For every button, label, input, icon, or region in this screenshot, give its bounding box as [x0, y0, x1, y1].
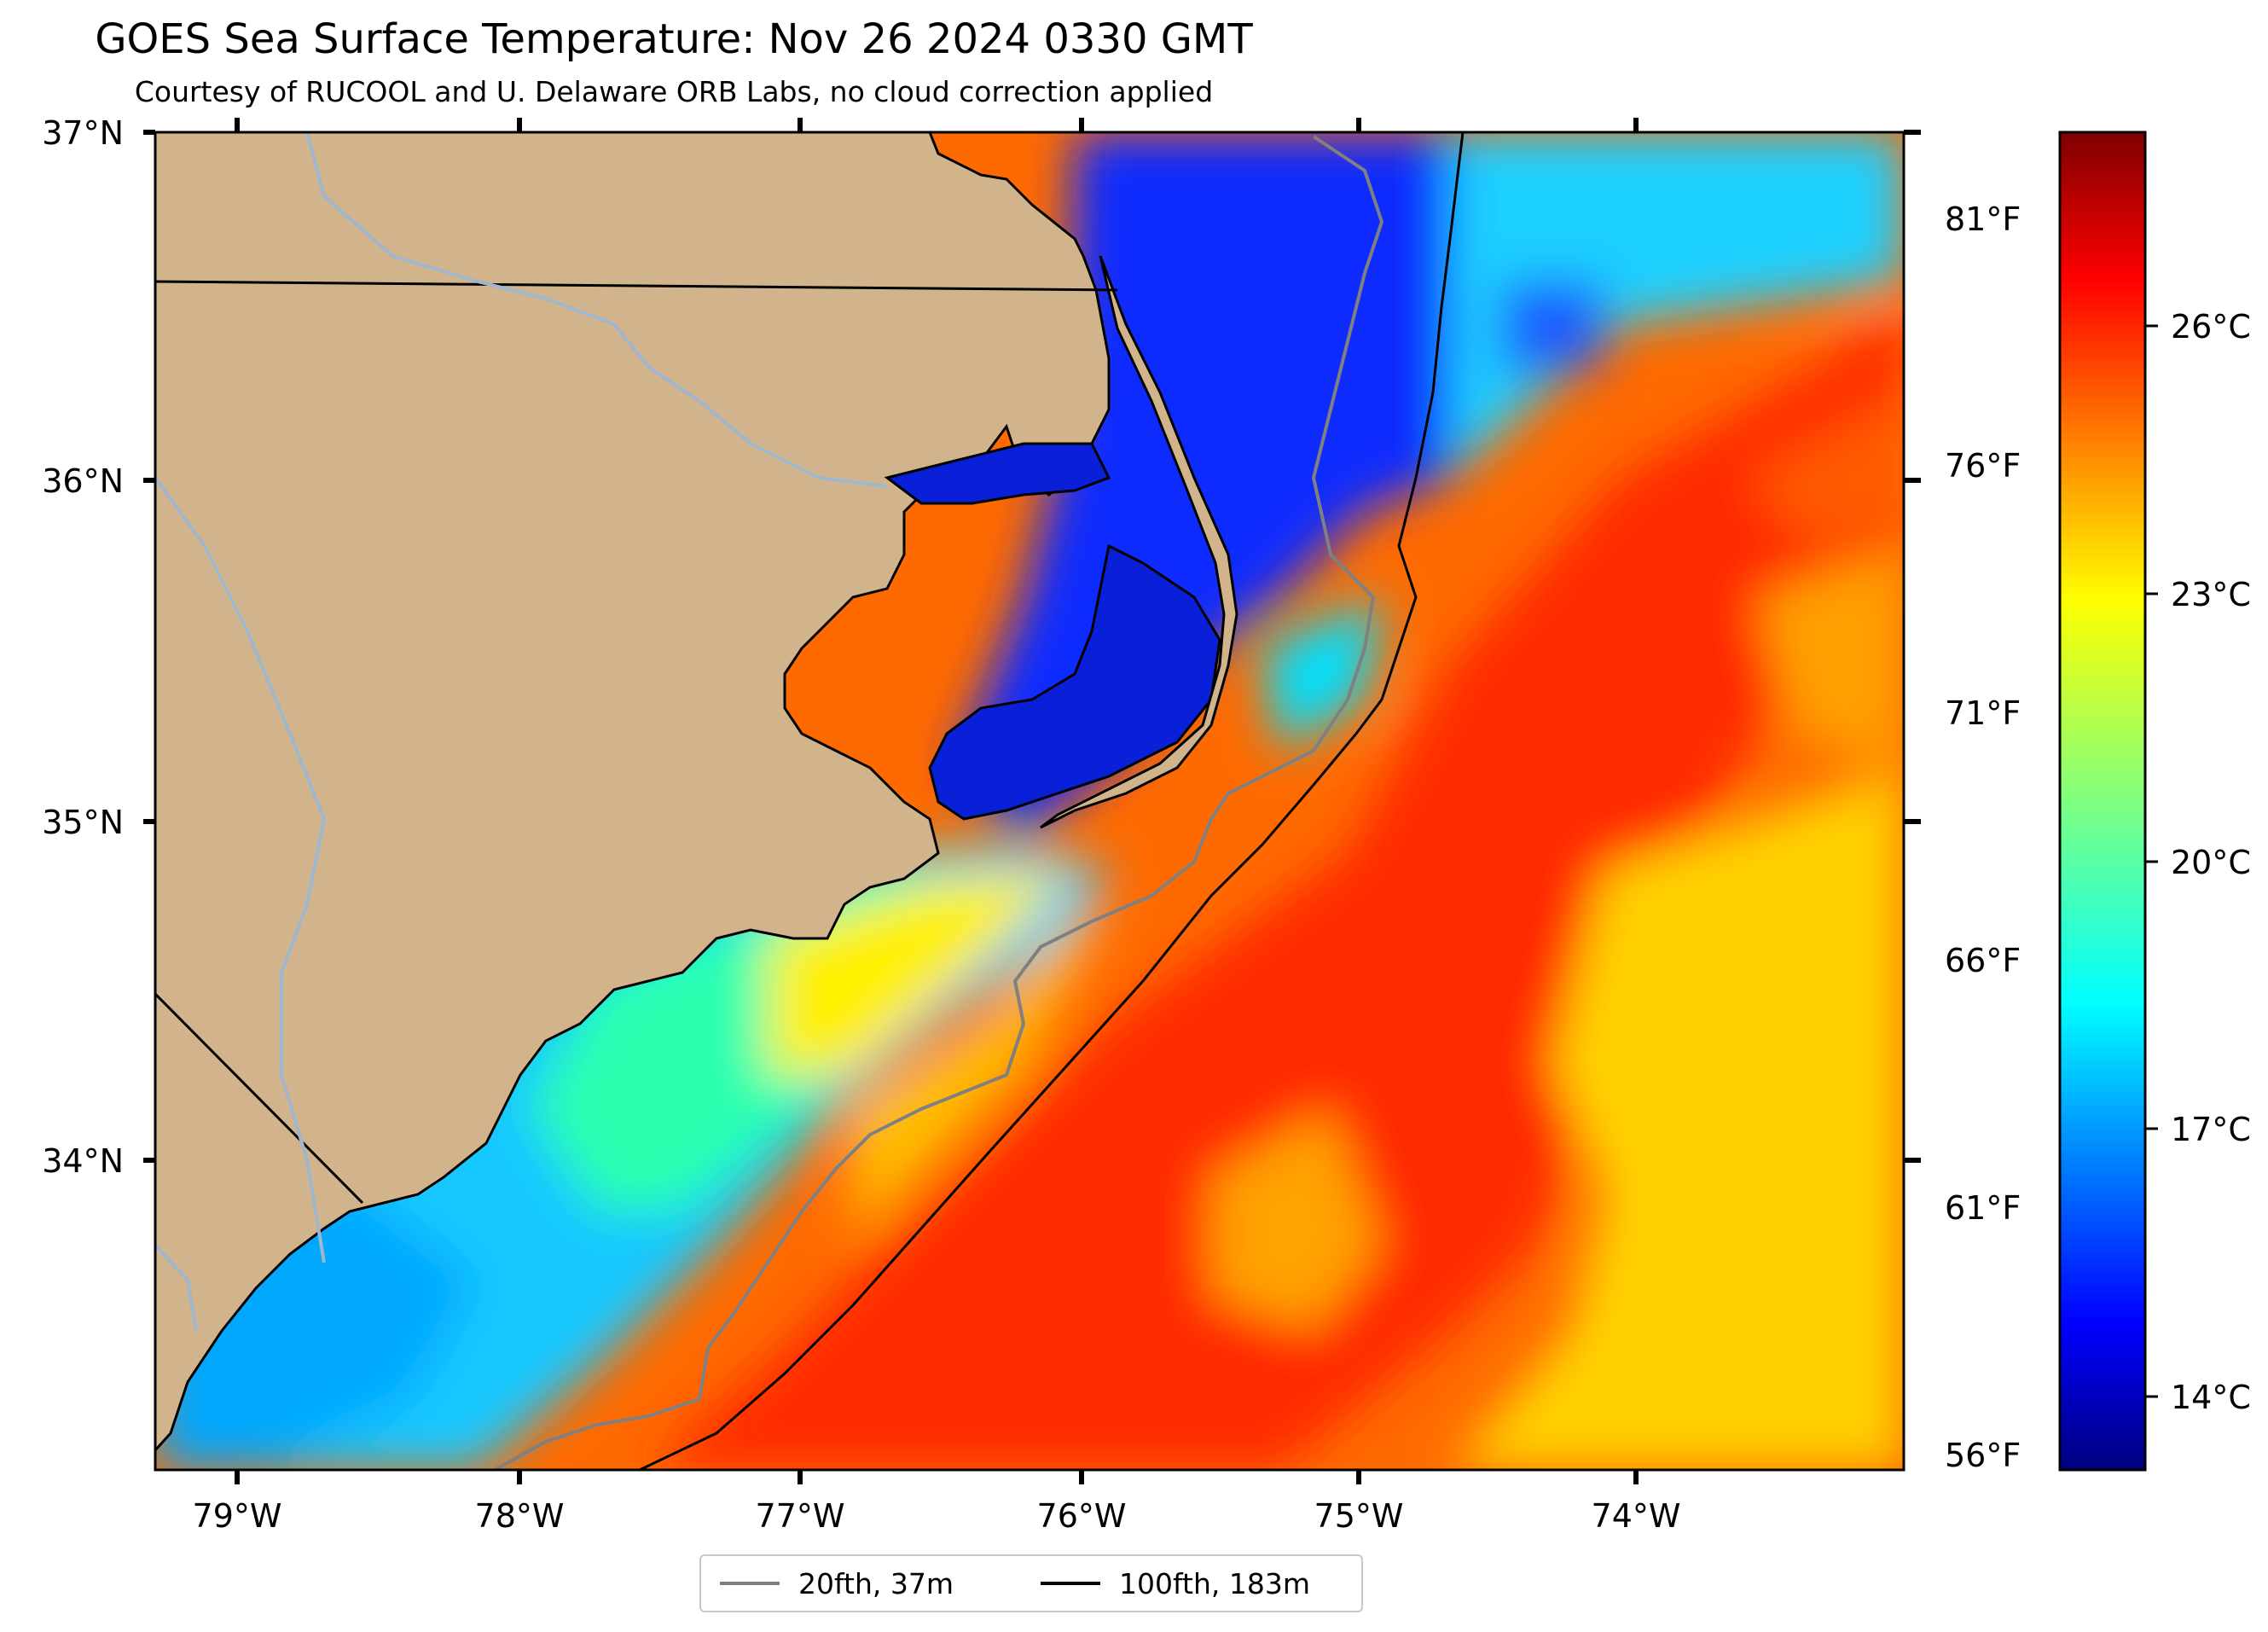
- colorbar-label: 26°C: [2171, 308, 2251, 346]
- colorbar-label: 14°C: [2171, 1379, 2251, 1416]
- legend-item-100fth: 100fth, 183m: [1041, 1556, 1310, 1611]
- latitude-axis: 37°N 36°N 35°N 34°N: [42, 114, 1921, 1180]
- latitude-label: 35°N: [42, 804, 124, 841]
- longitude-label: 79°W: [193, 1497, 282, 1535]
- contour-100fth: [639, 132, 1465, 1470]
- legend-label: 20fth, 37m: [798, 1566, 954, 1600]
- pamlico-sound: [928, 543, 1221, 821]
- colorbar-label: 20°C: [2171, 844, 2251, 881]
- fahrenheit-label: 66°F: [1945, 942, 2021, 979]
- colorbar-label: 23°C: [2171, 576, 2251, 613]
- longitude-label: 78°W: [475, 1497, 565, 1535]
- contour-20fth: [494, 135, 1384, 1470]
- latitude-label: 36°N: [42, 462, 124, 500]
- river: [155, 476, 327, 1263]
- river: [305, 132, 888, 488]
- legend-line-20fth: [720, 1582, 780, 1585]
- bathymetry-contours: [494, 132, 1465, 1470]
- longitude-label: 74°W: [1592, 1497, 1681, 1535]
- map-frame: [154, 131, 1905, 1472]
- legend-line-100fth: [1041, 1582, 1100, 1585]
- fahrenheit-label: 81°F: [1945, 200, 2021, 238]
- state-border: [155, 280, 1118, 292]
- legend-item-20fth: 20fth, 37m: [720, 1556, 954, 1611]
- river: [155, 1244, 198, 1332]
- longitude-axis: 79°W 78°W 77°W 76°W 75°W 74°W: [193, 118, 1681, 1535]
- colorbar: [2058, 131, 2147, 1472]
- longitude-label: 77°W: [756, 1497, 845, 1535]
- fahrenheit-label: 71°F: [1945, 694, 2021, 732]
- legend-label: 100fth, 183m: [1119, 1566, 1310, 1600]
- legend: 20fth, 37m 100fth, 183m: [699, 1554, 1363, 1612]
- longitude-label: 75°W: [1314, 1497, 1404, 1535]
- chart-subtitle: Courtesy of RUCOOL and U. Delaware ORB L…: [134, 75, 1214, 108]
- longitude-label: 76°W: [1037, 1497, 1127, 1535]
- fahrenheit-axis: 81°F 76°F 71°F 66°F 61°F 56°F: [1945, 200, 2021, 1474]
- fahrenheit-label: 76°F: [1945, 447, 2021, 485]
- fahrenheit-label: 56°F: [1945, 1437, 2021, 1474]
- land-area: [155, 132, 1238, 1453]
- albemarle-sound: [884, 442, 1111, 505]
- fahrenheit-label: 61°F: [1945, 1189, 2021, 1227]
- land-polygon: [155, 132, 1111, 1453]
- state-border: [155, 992, 364, 1205]
- latitude-label: 34°N: [42, 1142, 124, 1180]
- colorbar-axis: 26°C 23°C 20°C 17°C 14°C: [2145, 308, 2251, 1416]
- latitude-label: 37°N: [42, 114, 124, 152]
- colorbar-label: 17°C: [2171, 1111, 2251, 1148]
- barrier-islands: [1040, 255, 1238, 829]
- chart-title: GOES Sea Surface Temperature: Nov 26 202…: [95, 15, 1253, 63]
